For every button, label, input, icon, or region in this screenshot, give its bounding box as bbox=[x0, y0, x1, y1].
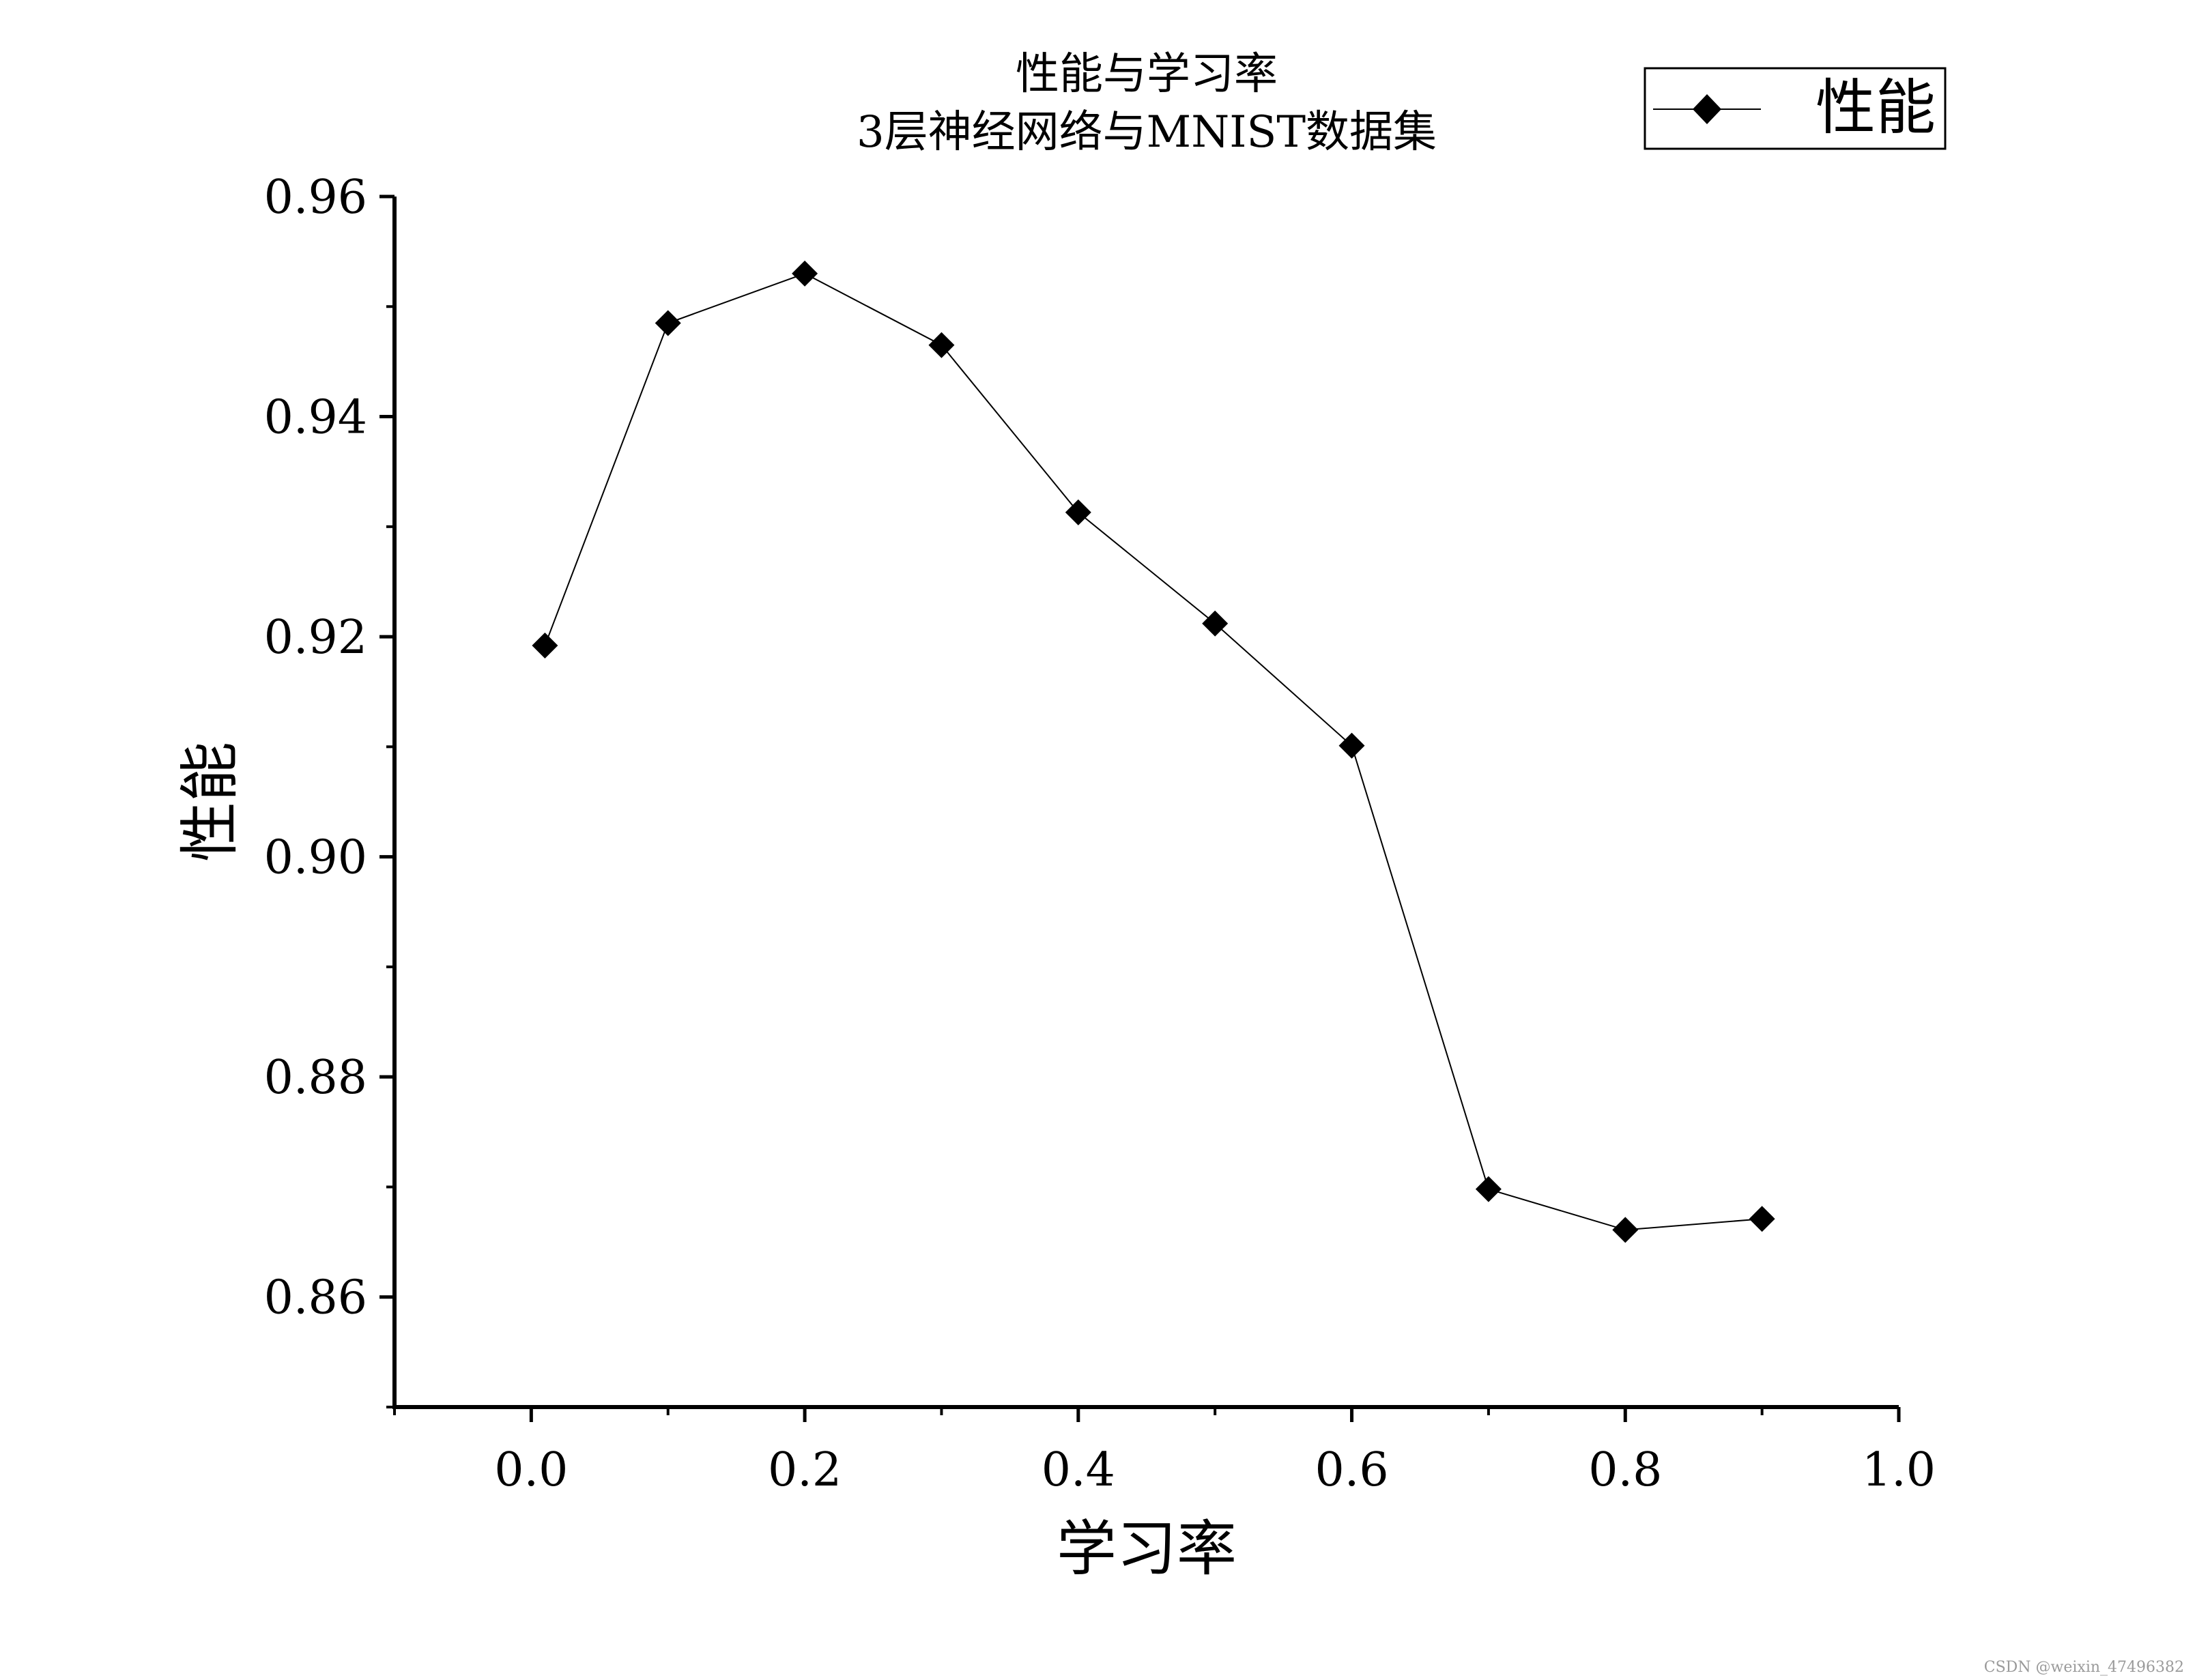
data-point bbox=[1338, 732, 1365, 759]
legend-marker bbox=[1693, 94, 1721, 124]
data-point bbox=[792, 260, 818, 287]
data-point bbox=[1202, 610, 1229, 637]
legend: 性能 bbox=[1644, 67, 1947, 150]
x-tick-label: 1.0 bbox=[1862, 1443, 1936, 1497]
watermark: CSDN @weixin_47496382 bbox=[1984, 1659, 2184, 1676]
x-tick-label: 0.2 bbox=[768, 1443, 842, 1497]
data-point bbox=[1475, 1176, 1502, 1202]
x-ticks: 0.0 0.2 0.4 0.6 0.8 1.0 bbox=[393, 1407, 1936, 1497]
x-tick-label: 0.4 bbox=[1042, 1443, 1115, 1497]
data-point bbox=[928, 332, 955, 358]
y-tick-label: 0.96 bbox=[264, 171, 367, 225]
y-axis-label: 性能 bbox=[175, 742, 245, 862]
data-point bbox=[1612, 1217, 1639, 1243]
x-tick-label: 0.0 bbox=[494, 1443, 568, 1497]
legend-label: 性能 bbox=[1816, 72, 1936, 143]
y-tick-label: 0.92 bbox=[264, 611, 367, 665]
series-group bbox=[532, 260, 1775, 1243]
y-tick-label: 0.86 bbox=[264, 1271, 367, 1325]
y-ticks: 0.86 0.88 0.90 0.92 0.94 0.96 bbox=[264, 171, 394, 1408]
y-tick-label: 0.94 bbox=[264, 391, 367, 445]
x-tick-label: 0.6 bbox=[1315, 1443, 1388, 1497]
x-tick-label: 0.8 bbox=[1588, 1443, 1662, 1497]
chart-title-line-1: 性能与学习率 bbox=[1016, 49, 1278, 100]
chart-title-line-2: 3层神经网络与MNIST数据集 bbox=[857, 107, 1437, 158]
x-axis-label: 学习率 bbox=[1057, 1514, 1237, 1584]
data-point bbox=[655, 310, 681, 336]
y-tick-label: 0.88 bbox=[264, 1051, 367, 1105]
data-point bbox=[1749, 1206, 1775, 1232]
series-line bbox=[544, 272, 1762, 1231]
data-point bbox=[1065, 499, 1091, 525]
y-tick-label: 0.90 bbox=[264, 831, 367, 885]
data-point bbox=[532, 632, 558, 658]
axes bbox=[392, 197, 1899, 1409]
